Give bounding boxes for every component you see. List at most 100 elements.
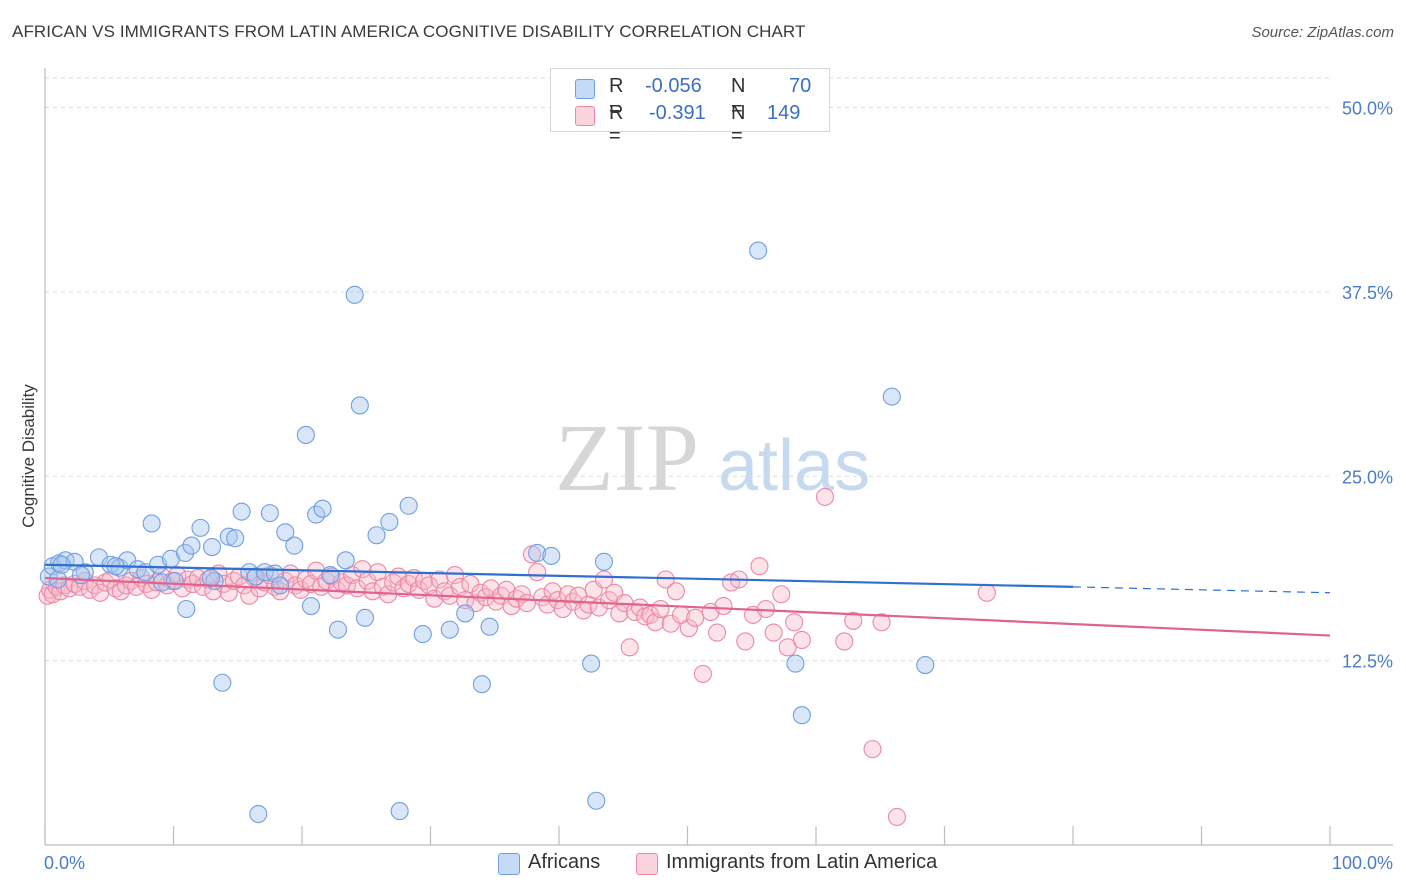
point-africans xyxy=(390,802,409,821)
trend-line-latin xyxy=(44,576,1331,637)
point-latin xyxy=(451,577,470,596)
point-africans xyxy=(440,620,459,639)
point-latin xyxy=(445,566,464,585)
point-africans xyxy=(792,706,811,725)
point-latin xyxy=(646,613,665,632)
point-africans xyxy=(191,518,210,537)
point-latin xyxy=(785,613,804,632)
point-latin xyxy=(337,576,357,595)
legend-n-label: N = xyxy=(731,75,746,120)
point-latin xyxy=(887,807,907,827)
correlation-legend: R = -0.056 N = 70 R = -0.391 N = 149 xyxy=(550,68,830,147)
point-latin xyxy=(778,638,797,657)
point-africans xyxy=(165,571,184,591)
point-africans xyxy=(321,566,340,585)
legend-r-value: -0.056 xyxy=(645,75,702,97)
point-latin xyxy=(271,582,290,601)
x-tick-label: 100.0% xyxy=(1332,853,1393,873)
point-africans xyxy=(232,502,251,521)
legend-r-label: R = xyxy=(609,75,624,120)
point-latin xyxy=(792,630,811,650)
point-latin xyxy=(610,604,629,623)
point-africans xyxy=(260,504,279,523)
point-latin xyxy=(528,563,547,582)
point-africans xyxy=(472,675,491,694)
tick-labels: 12.5% 25.0% 37.5% 50.0% 0.0% 100.0% xyxy=(44,99,1393,874)
point-africans xyxy=(480,617,499,636)
point-africans xyxy=(203,537,222,557)
bottom-swatch-latin xyxy=(636,853,658,875)
point-latin xyxy=(686,608,705,627)
point-latin xyxy=(679,619,698,638)
point-africans xyxy=(182,536,201,555)
point-africans xyxy=(380,512,399,532)
point-africans xyxy=(328,620,348,639)
point-africans xyxy=(301,596,321,616)
legend-swatch-latin xyxy=(575,106,595,126)
point-latin xyxy=(863,740,882,759)
point-africans xyxy=(313,499,332,518)
point-africans xyxy=(413,625,432,644)
watermark-zip: ZIP xyxy=(555,404,699,511)
point-latin xyxy=(693,664,712,683)
point-africans xyxy=(528,543,547,563)
point-africans xyxy=(271,576,290,595)
point-africans xyxy=(336,551,355,570)
point-latin xyxy=(420,576,439,595)
point-latin xyxy=(835,632,854,651)
point-africans xyxy=(350,396,369,415)
point-africans xyxy=(176,543,195,563)
point-latin xyxy=(517,594,536,613)
point-latin xyxy=(815,487,835,506)
chart-title: AFRICAN VS IMMIGRANTS FROM LATIN AMERICA… xyxy=(12,22,806,41)
y-tick-label: 25.0% xyxy=(1342,467,1393,487)
point-africans xyxy=(542,546,561,565)
point-africans xyxy=(594,552,614,571)
trend-line-africans xyxy=(44,563,1074,588)
y-tick-label: 37.5% xyxy=(1342,283,1393,303)
point-africans xyxy=(246,567,265,586)
bottom-legend-africans-label: Africans xyxy=(528,851,601,873)
legend-n-value: 149 xyxy=(767,102,801,124)
point-latin xyxy=(656,570,675,589)
point-africans xyxy=(786,654,805,673)
point-latin xyxy=(651,599,670,619)
legend-swatch-africans xyxy=(575,79,595,99)
point-latin xyxy=(301,574,321,593)
bottom-swatch-africans xyxy=(498,853,520,875)
point-latin xyxy=(106,579,125,598)
y-tick-label: 12.5% xyxy=(1342,652,1393,672)
chart-source: Source: ZipAtlas.com xyxy=(1251,24,1394,41)
point-latin xyxy=(764,623,783,642)
point-latin xyxy=(772,585,791,604)
data-points xyxy=(38,241,996,827)
point-africans xyxy=(201,568,220,588)
point-latin xyxy=(594,570,614,589)
point-latin xyxy=(353,560,372,579)
bottom-legend-latin-label: Immigrants from Latin America xyxy=(666,851,938,873)
point-africans xyxy=(399,496,418,515)
point-africans xyxy=(582,654,601,673)
point-latin xyxy=(750,557,769,576)
point-africans xyxy=(177,599,196,619)
point-africans xyxy=(355,608,375,627)
x-tick-label: 0.0% xyxy=(44,853,85,873)
point-africans xyxy=(276,523,295,542)
point-africans xyxy=(249,804,268,824)
point-africans xyxy=(587,791,606,810)
y-axis-label: Cognitive Disability xyxy=(19,384,38,528)
legend-r-value: -0.391 xyxy=(649,102,706,124)
point-latin xyxy=(666,582,685,601)
point-latin xyxy=(219,583,238,602)
point-africans xyxy=(456,604,475,623)
point-africans xyxy=(916,655,935,675)
y-tick-label: 50.0% xyxy=(1342,99,1393,119)
point-latin xyxy=(844,611,863,630)
point-africans xyxy=(882,387,901,406)
point-africans xyxy=(142,514,161,533)
point-africans xyxy=(296,425,315,445)
axes xyxy=(44,68,1393,846)
point-latin xyxy=(96,573,115,592)
trend-lines xyxy=(44,563,1331,637)
